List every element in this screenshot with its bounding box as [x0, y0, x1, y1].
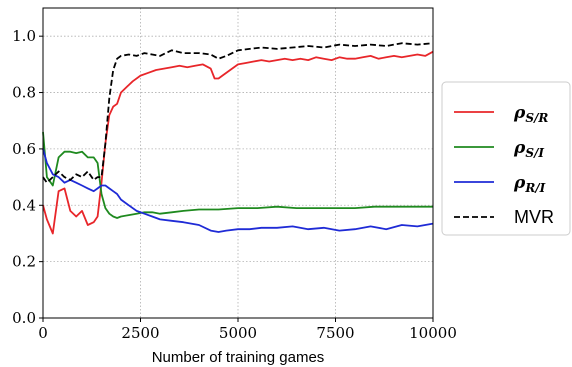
- x-axis-label: Number of training games: [152, 349, 325, 366]
- grid: [42, 8, 434, 319]
- ticks: 0 2500 5000 7500 10000 0.0 0.2 0.4 0.6 0.8 1.0: [12, 27, 457, 342]
- series-line-1: [42, 131, 433, 219]
- y-tick-label: 0.4: [12, 196, 36, 214]
- legend-label-2: ρR/I: [513, 173, 546, 195]
- y-tick-label: 0.8: [12, 84, 36, 102]
- y-tick-label: 0.0: [12, 309, 36, 327]
- x-tick-label: 10000: [409, 324, 457, 342]
- series-line-2: [42, 148, 434, 233]
- series-line-3: [42, 42, 434, 184]
- legend: ρS/R ρS/I ρR/I MVR: [441, 81, 571, 236]
- legend-label-0: ρS/R: [513, 103, 548, 125]
- series-line-0: [42, 50, 434, 235]
- legend-box: [441, 81, 571, 236]
- x-tick-label: 5000: [219, 324, 257, 342]
- legend-label-1: ρS/I: [513, 138, 544, 160]
- y-tick-label: 1.0: [12, 27, 36, 45]
- x-tick-label: 7500: [316, 324, 354, 342]
- series-layer: [42, 42, 434, 235]
- y-tick-label: 0.6: [12, 140, 36, 158]
- y-tick-label: 0.2: [12, 253, 36, 271]
- x-tick-label: 0: [38, 324, 48, 342]
- legend-label-3: MVR: [514, 207, 554, 227]
- x-tick-label: 2500: [121, 324, 159, 342]
